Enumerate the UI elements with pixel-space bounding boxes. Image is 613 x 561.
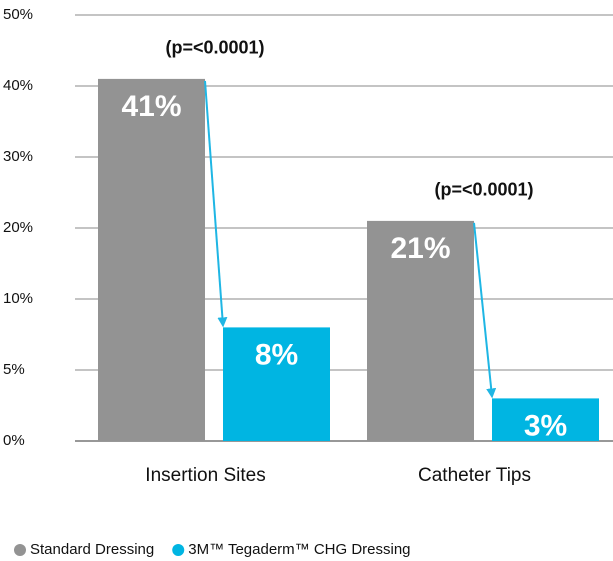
legend-label: Standard Dressing: [30, 541, 154, 558]
x-tick-label: Insertion Sites: [145, 465, 265, 486]
y-tick-label: 20%: [3, 219, 33, 236]
arrow: [204, 80, 228, 328]
y-tick-label: 0%: [3, 432, 25, 449]
value-label: 8%: [255, 338, 298, 371]
y-tick-label: 50%: [3, 6, 33, 23]
bar: [98, 78, 205, 442]
bar: [223, 327, 330, 441]
value-label: 21%: [390, 232, 450, 265]
y-tick-label: 5%: [3, 361, 25, 378]
legend-swatch: [14, 544, 26, 556]
bar: [492, 398, 599, 441]
y-tick-label: 40%: [3, 77, 33, 94]
bar: [367, 220, 474, 441]
value-label: 3%: [524, 409, 567, 442]
legend-swatch: [172, 544, 185, 556]
y-tick-label: 30%: [3, 148, 33, 165]
legend-label: 3M™ Tegaderm™ CHG Dressing: [188, 541, 410, 558]
value-label: 41%: [121, 90, 181, 123]
annotation: (p=<0.0001): [434, 180, 533, 200]
y-tick-label: 10%: [3, 290, 33, 307]
x-tick-label: Catheter Tips: [418, 465, 531, 486]
arrow: [473, 222, 497, 399]
annotation: (p=<0.0001): [165, 38, 264, 58]
